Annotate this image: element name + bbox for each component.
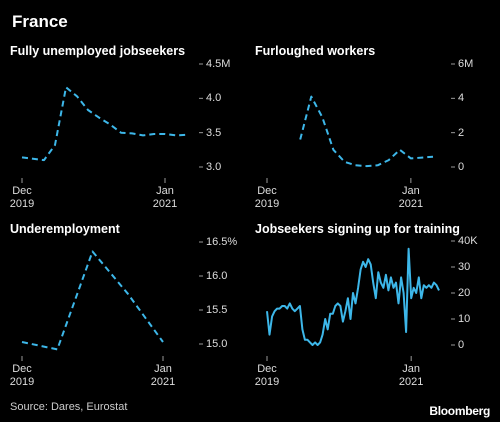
y-tick-label: 4.5M [206,58,231,70]
data-line [266,247,440,346]
y-tick-label: 40K [458,235,478,247]
data-line [21,250,164,351]
y-tick-label: 3.5 [206,126,222,139]
x-tick-label: Jan 2021 [398,185,424,210]
panel-title: Underemployment [10,222,120,236]
y-tick-label: 10 [458,313,471,325]
panel-title: Jobseekers signing up for training [255,222,460,236]
panel-title: Fully unemployed jobseekers [10,44,186,58]
x-tick-label: Jan 2021 [398,363,424,388]
source: Source: Dares, Eurostat [10,401,128,413]
x-tick-label: Dec 2019 [9,363,35,388]
y-tick-label: 0 [458,161,465,173]
y-tick-label: 16.0 [206,270,228,282]
data-line [21,86,188,162]
page-title: France [12,12,68,31]
x-tick-label: Dec 2019 [9,185,35,210]
y-tick-label: 16.5% [206,236,238,248]
x-tick-label: Dec 2019 [254,185,280,210]
x-tick-label: Jan 2021 [150,363,176,388]
x-tick-label: Jan 2021 [152,185,178,210]
brand: Bloomberg [429,404,490,418]
y-tick-label: 6M [458,58,474,70]
data-line [299,95,434,168]
y-tick-label: 20 [458,287,471,299]
panel-title: Furloughed workers [255,44,376,58]
y-tick-label: 0 [458,339,465,351]
y-tick-label: 4.0 [206,92,222,105]
y-tick-label: 3.0 [206,161,222,173]
x-tick-label: Dec 2019 [254,363,280,388]
y-tick-label: 15.0 [206,338,228,350]
y-tick-label: 15.5 [206,304,228,316]
y-tick-label: 4 [458,92,465,105]
y-tick-label: 30 [458,261,471,273]
y-tick-label: 2 [458,126,465,139]
